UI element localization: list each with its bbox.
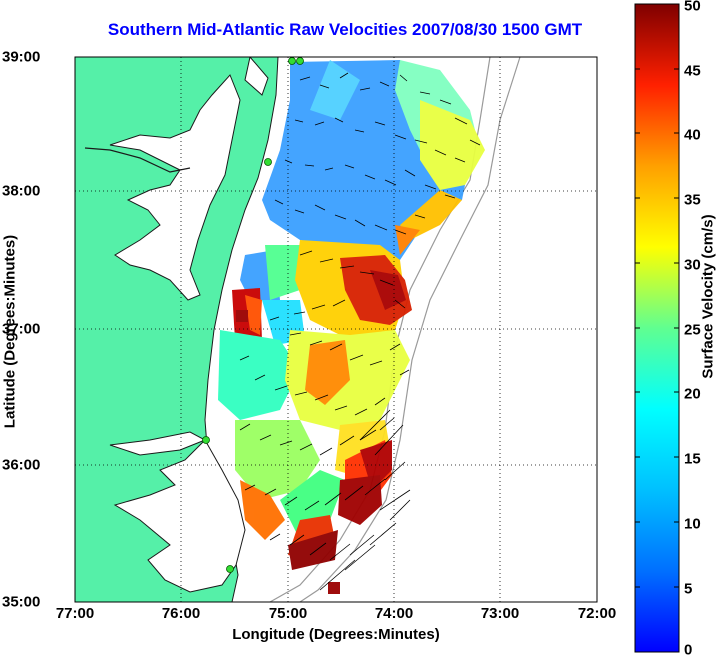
colorbar-tick: 10 — [684, 515, 701, 533]
land-mass — [75, 57, 279, 602]
delaware-bay — [244, 57, 269, 96]
colorbar-tick: 20 — [684, 385, 701, 403]
colorbar-label: Surface Velocity (cm/s) — [699, 214, 717, 379]
x-tick: 75:00 — [268, 605, 308, 622]
colorbar-tick: 15 — [684, 450, 701, 468]
colorbar-tick: 50 — [684, 0, 701, 15]
y-tick: 35:00 — [2, 593, 41, 611]
pamlico-sound — [113, 439, 246, 593]
colorbar-tick: 45 — [684, 62, 701, 80]
chesapeake-bay — [109, 74, 241, 301]
potomac-river — [84, 147, 191, 173]
x-tick: 77:00 — [55, 605, 95, 622]
x-tick: 74:00 — [374, 605, 414, 622]
x-axis-label: Longitude (Degrees:Minutes) — [232, 626, 440, 643]
colorbar — [634, 3, 680, 653]
x-tick: 72:00 — [577, 605, 617, 622]
colorbar-tick: 5 — [684, 580, 693, 598]
y-tick: 37:00 — [2, 320, 41, 338]
grid-lines — [75, 57, 597, 602]
colorbar-tick: 25 — [684, 321, 701, 339]
colorbar-tick: 35 — [684, 191, 701, 209]
x-tick: 73:00 — [480, 605, 520, 622]
y-tick: 38:00 — [2, 182, 41, 200]
map-title: Southern Mid-Atlantic Raw Velocities 200… — [107, 20, 583, 39]
station-markers — [202, 57, 304, 573]
plot-border — [74, 56, 598, 603]
velocity-field — [218, 60, 485, 594]
y-axis-label: Latitude (Degrees:Minutes) — [1, 234, 19, 429]
colorbar-tick: 30 — [684, 256, 701, 274]
colorbar-tick: 40 — [684, 126, 701, 144]
y-tick: 36:00 — [2, 456, 41, 474]
colorbar-tick: 0 — [684, 641, 693, 659]
y-tick: 39:00 — [2, 48, 41, 66]
x-tick: 76:00 — [161, 605, 201, 622]
velocity-vectors — [239, 72, 481, 591]
